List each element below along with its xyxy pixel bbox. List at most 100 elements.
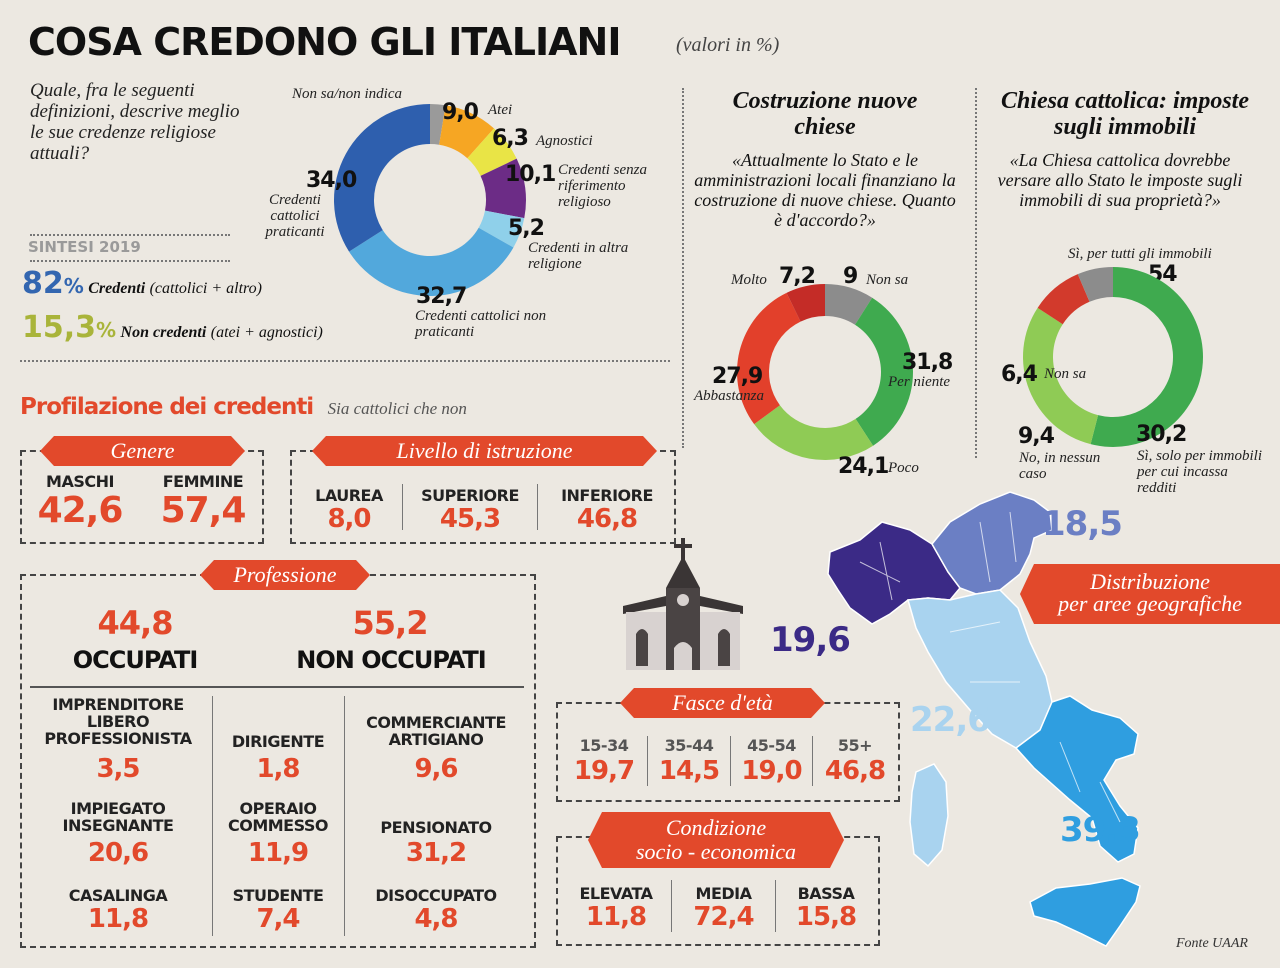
condizione-value-2: 72,4	[693, 902, 754, 932]
label-atei: Atei	[488, 102, 513, 118]
slice-credenti-cattolici-praticanti	[334, 104, 430, 252]
prof-value-2: 1,8	[256, 754, 300, 784]
prof-value-6: 31,2	[405, 838, 467, 868]
profilazione-header: Profilazione dei credenti Sia cattolici …	[20, 394, 467, 420]
slice-per-niente	[855, 297, 913, 446]
non-occupati-label: NON OCCUPATI	[296, 646, 486, 674]
prof-label-8: STUDENTE	[232, 886, 324, 905]
femmine-label: FEMMINE	[162, 472, 244, 491]
divider	[537, 484, 538, 530]
slice-s-solo-per-immobili-per-cui-incassa-redditi	[1023, 307, 1099, 445]
label-no: No, in nessun caso	[1019, 450, 1101, 482]
value-altra: 5,2	[508, 216, 545, 241]
condizione-value-1: 11,8	[585, 902, 647, 932]
superiore-label: SUPERIORE	[421, 486, 519, 505]
value-perniente: 31,8	[902, 350, 953, 375]
prof-label-9: DISOCCUPATO	[375, 886, 497, 905]
label-si-tutti: Sì, per tutti gli immobili	[1068, 246, 1212, 262]
maschi-label: MASCHI	[46, 472, 114, 491]
value-nonsa3: 6,4	[1001, 362, 1038, 387]
non-occupati-value: 55,2	[352, 604, 429, 642]
inferiore-label: INFERIORE	[561, 486, 653, 505]
sintesi-credenti: 82% Credenti (cattolici + altro)	[22, 266, 262, 301]
divider	[20, 360, 670, 362]
prof-label-3: COMMERCIANTE ARTIGIANO	[366, 713, 506, 749]
value-senza: 10,1	[505, 162, 556, 187]
italy-map	[827, 491, 1141, 947]
femmine-value: 57,4	[160, 490, 247, 531]
value-abbastanza: 27,9	[712, 364, 763, 389]
maschi-value: 42,6	[37, 490, 124, 531]
donut-credenze	[334, 104, 526, 296]
page-title: COSA CREDONO GLI ITALIANI	[28, 20, 621, 64]
laurea-value: 8,0	[327, 504, 371, 534]
divider	[671, 880, 672, 932]
slice-poco	[754, 405, 874, 460]
eta-label-2: 35-44	[664, 736, 714, 755]
divider	[775, 880, 776, 932]
label-nonsa: Non sa/non indica	[292, 86, 403, 102]
label-nonsa2: Non sa	[866, 272, 909, 288]
slice-credenti-in-altra-religione	[478, 210, 525, 248]
eta-label-1: 15-34	[579, 736, 629, 755]
prof-value-7: 11,8	[87, 904, 149, 934]
condizione-value-3: 15,8	[795, 902, 857, 932]
prof-value-1: 3,5	[96, 754, 140, 784]
value-prat: 34,0	[306, 168, 357, 193]
label-nonprat: Credenti cattolici non praticanti	[415, 308, 547, 340]
divider	[975, 88, 977, 458]
label-senza: Credenti senza riferimento religioso	[558, 162, 648, 210]
prof-value-4: 20,6	[87, 838, 149, 868]
prof-label-5: OPERAIO COMMESSO	[227, 799, 329, 835]
eta-value-1: 19,7	[573, 756, 635, 786]
slice-credenti-senza-riferimento-religioso	[480, 158, 526, 219]
label-agnostici: Agnostici	[536, 133, 593, 149]
map-centro-value: 22,6	[910, 700, 991, 740]
eta-label-4: 55+	[837, 736, 873, 755]
divider	[30, 686, 524, 688]
divider	[647, 736, 648, 786]
inferiore-value: 46,8	[576, 504, 638, 534]
condizione-label-3: BASSA	[797, 884, 855, 903]
map-region-s	[1014, 695, 1139, 863]
value-nonprat: 32,7	[416, 284, 467, 309]
slice-non-sa-non-indica	[430, 104, 446, 145]
sintesi-noncredenti: 15,3% Non credenti (atei + agnostici)	[22, 310, 323, 345]
donut-imposte	[1023, 267, 1203, 447]
map-region-sar	[909, 763, 949, 868]
divider	[344, 696, 345, 936]
slice-non-sa	[1077, 267, 1113, 302]
slice-credenti-cattolici-non-praticanti	[349, 227, 514, 296]
donut-chiese	[737, 284, 913, 460]
source-text: Fonte UAAR	[1176, 936, 1248, 951]
label-altra: Credenti in altra religione	[528, 240, 629, 272]
slice-agnostici	[467, 128, 517, 176]
divider	[812, 736, 813, 786]
eta-value-3: 19,0	[741, 756, 802, 786]
eta-banner: Fasce d'età	[620, 688, 825, 718]
prof-value-9: 4,8	[414, 904, 458, 934]
label-prat: Credenti cattolici praticanti	[265, 192, 325, 240]
slice-abbastanza	[737, 292, 801, 425]
map-nordovest-value: 19,6	[770, 620, 851, 660]
divider	[212, 696, 213, 936]
imposte-title: Chiesa cattolica: imposte sugli immobili	[1001, 88, 1249, 140]
value-atei: 9,0	[442, 100, 479, 125]
chiese-question: «Attualmente lo Stato e le amministrazio…	[694, 150, 956, 230]
imposte-question: «La Chiesa cattolica dovrebbe versare al…	[997, 150, 1243, 210]
label-poco: Poco	[888, 460, 919, 476]
map-region-ne	[931, 491, 1053, 595]
prof-value-5: 11,9	[247, 838, 309, 868]
map-nordest-value: 18,5	[1042, 504, 1123, 544]
value-poco: 24,1	[838, 454, 889, 479]
map-sud-value: 39,3	[1060, 810, 1141, 850]
divider	[730, 736, 731, 786]
slice-atei	[439, 105, 494, 159]
professione-banner: Professione	[200, 560, 370, 590]
label-abbastanza: Abbastanza	[694, 388, 765, 404]
label-nonsa3: Non sa	[1044, 366, 1087, 382]
label-perniente: Per niente	[888, 374, 951, 390]
title-note: (valori in %)	[676, 34, 780, 56]
prof-label-6: PENSIONATO	[380, 818, 492, 837]
condizione-label-1: ELEVATA	[579, 884, 653, 903]
